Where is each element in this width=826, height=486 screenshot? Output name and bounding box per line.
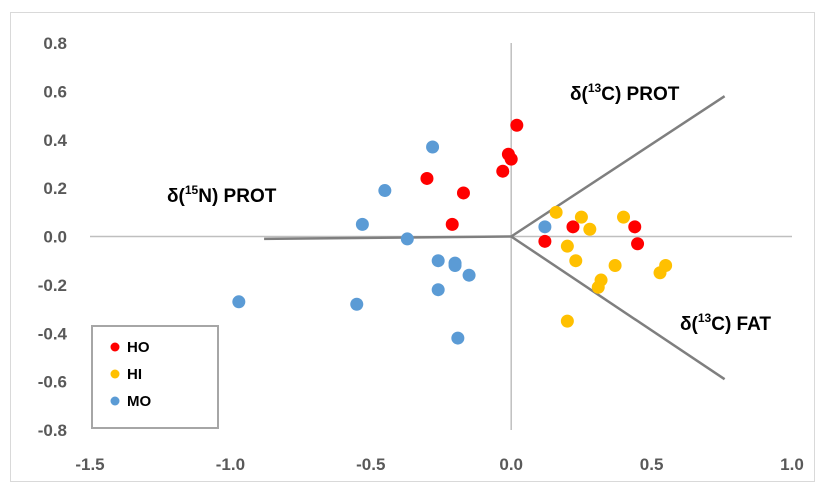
annotation-prot-c13: δ(13C) PROT xyxy=(570,81,680,105)
legend-label-mo: MO xyxy=(127,393,151,410)
legend-items: HO HI MO xyxy=(110,339,151,410)
data-point-ho xyxy=(631,237,645,251)
data-point-mo xyxy=(355,217,369,231)
data-point-mo xyxy=(462,268,476,282)
y-tick-label: -0.8 xyxy=(38,421,67,440)
data-point-mo xyxy=(538,220,552,234)
data-point-hi xyxy=(653,266,667,280)
data-point-hi xyxy=(617,210,631,224)
data-point-ho xyxy=(496,164,510,178)
data-point-hi xyxy=(549,205,563,219)
legend-marker-hi xyxy=(110,369,120,379)
x-tick-label: -0.5 xyxy=(356,455,385,474)
data-point-mo xyxy=(400,232,414,246)
data-point-hi xyxy=(574,210,588,224)
data-point-mo xyxy=(431,283,445,297)
legend-label-ho: HO xyxy=(127,339,150,356)
legend-marker-ho xyxy=(110,342,120,352)
tick-labels: -1.5 -1.0 -0.5 0.0 0.5 1.0 0.8 0.6 0.4 0.2 0.0 -0.2… xyxy=(38,34,804,474)
legend: HO HI MO xyxy=(91,325,219,429)
data-point-mo xyxy=(378,184,392,198)
y-tick-label: 0.2 xyxy=(43,179,67,198)
data-point-mo xyxy=(451,331,465,345)
y-tick-label: 0.4 xyxy=(43,131,67,150)
x-tick-label: 1.0 xyxy=(780,455,804,474)
y-tick-label: -0.2 xyxy=(38,276,67,295)
data-point-ho xyxy=(566,220,580,234)
y-tick-label: -0.6 xyxy=(38,373,67,392)
data-point-mo xyxy=(431,254,445,268)
data-point-hi xyxy=(608,259,622,273)
data-point-ho xyxy=(504,152,518,166)
legend-marker-mo xyxy=(110,396,120,406)
y-tick-label: -0.4 xyxy=(38,324,68,343)
chart-frame xyxy=(10,12,815,482)
data-point-mo xyxy=(350,297,364,311)
vector-line xyxy=(510,95,726,238)
data-point-ho xyxy=(445,217,459,231)
data-point-hi xyxy=(560,314,574,328)
data-point-ho xyxy=(456,186,470,200)
annotation-prot-n15: δ(15N) PROT xyxy=(167,183,277,207)
data-points xyxy=(232,118,673,345)
x-tick-label: -1.0 xyxy=(216,455,245,474)
data-point-hi xyxy=(583,222,597,236)
legend-box xyxy=(91,325,219,429)
x-tick-label: 0.0 xyxy=(499,455,523,474)
x-tick-label: 0.5 xyxy=(640,455,664,474)
data-point-ho xyxy=(420,171,434,185)
x-tick-label: -1.5 xyxy=(75,455,104,474)
y-tick-label: 0.0 xyxy=(43,228,67,247)
data-point-ho xyxy=(510,118,524,132)
data-point-hi xyxy=(569,254,583,268)
loading-vectors xyxy=(264,95,726,381)
data-point-mo xyxy=(448,259,462,273)
data-point-mo xyxy=(426,140,440,154)
annotation-fat-c13: δ(13C) FAT xyxy=(680,311,771,335)
y-tick-label: 0.8 xyxy=(43,34,67,53)
data-point-ho xyxy=(628,220,642,234)
data-point-hi xyxy=(591,280,605,294)
y-tick-label: 0.6 xyxy=(43,82,67,101)
legend-label-hi: HI xyxy=(127,366,142,383)
vector-line xyxy=(510,235,726,381)
vector-line xyxy=(264,235,512,241)
data-point-mo xyxy=(232,295,246,309)
data-point-ho xyxy=(538,234,552,248)
data-point-hi xyxy=(560,239,574,253)
